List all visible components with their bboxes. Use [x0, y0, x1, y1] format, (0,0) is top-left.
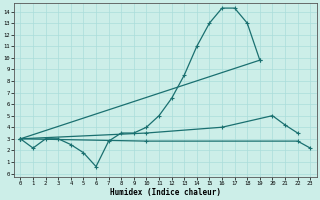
X-axis label: Humidex (Indice chaleur): Humidex (Indice chaleur): [110, 188, 221, 197]
